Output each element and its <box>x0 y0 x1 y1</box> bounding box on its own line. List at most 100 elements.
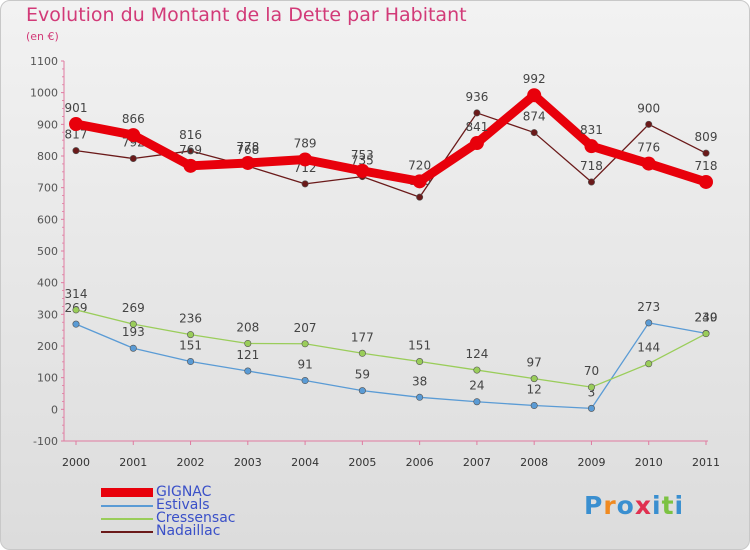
data-label-gignac: 778 <box>236 140 259 154</box>
legend-swatch <box>101 488 153 497</box>
data-point-nadaillac <box>702 149 710 157</box>
data-label-nadaillac: 936 <box>465 90 488 104</box>
data-label-cressensac: 151 <box>408 339 431 353</box>
data-label-estivals: 121 <box>236 348 259 362</box>
legend-label: Estivals <box>156 497 210 513</box>
data-label-nadaillac: 735 <box>351 154 374 168</box>
data-label-estivals: 193 <box>122 325 145 339</box>
data-label-nadaillac: 816 <box>179 128 202 142</box>
logo-letter: i <box>674 491 685 520</box>
data-label-gignac: 901 <box>65 101 88 115</box>
y-tick-label: 900 <box>37 118 58 131</box>
legend-swatch <box>101 530 153 533</box>
data-label-gignac: 776 <box>637 141 660 155</box>
data-point-estivals <box>358 387 366 395</box>
y-tick-label: 800 <box>37 150 58 163</box>
legend-label: GIGNAC <box>156 484 212 500</box>
data-point-gignac <box>126 128 141 143</box>
logo-letter: t <box>661 491 675 520</box>
data-point-gignac <box>584 139 599 154</box>
data-point-cressensac <box>187 331 195 339</box>
data-point-nadaillac <box>187 147 195 155</box>
x-tick-label: 2009 <box>577 456 605 469</box>
data-point-estivals <box>587 404 595 412</box>
data-point-cressensac <box>129 320 137 328</box>
x-tick-label: 2005 <box>348 456 376 469</box>
chart-title: Evolution du Montant de la Dette par Hab… <box>26 4 467 26</box>
data-point-gignac <box>469 136 484 151</box>
data-label-nadaillac: 874 <box>523 110 546 124</box>
legend-label: Nadaillac <box>156 523 221 539</box>
data-label-cressensac: 144 <box>637 341 660 355</box>
data-point-nadaillac <box>530 129 538 137</box>
data-label-cressensac: 269 <box>122 301 145 315</box>
data-point-cressensac <box>587 383 595 391</box>
legend-swatch <box>101 504 153 507</box>
data-point-estivals <box>72 320 80 328</box>
data-label-nadaillac: 718 <box>580 159 603 173</box>
data-point-gignac <box>298 152 313 167</box>
data-point-cressensac <box>645 360 653 368</box>
y-tick-label: 1000 <box>30 87 58 100</box>
data-label-estivals: 273 <box>637 300 660 314</box>
series-line-nadaillac <box>75 112 707 198</box>
y-tick-label: 600 <box>37 213 58 226</box>
data-point-cressensac <box>358 349 366 357</box>
data-point-estivals <box>187 358 195 366</box>
data-point-nadaillac <box>473 109 481 117</box>
data-point-estivals <box>244 367 252 375</box>
data-label-gignac: 789 <box>294 136 317 150</box>
x-tick-label: 2011 <box>692 456 720 469</box>
logo-letter: P <box>584 491 604 520</box>
y-tick-label: 0 <box>51 403 58 416</box>
data-point-estivals <box>645 319 653 327</box>
data-point-estivals <box>129 344 137 352</box>
data-label-gignac: 831 <box>580 123 603 137</box>
legend-swatch <box>101 517 153 520</box>
data-label-gignac: 769 <box>179 143 202 157</box>
x-tick-label: 2010 <box>635 456 663 469</box>
data-point-gignac <box>183 158 198 173</box>
data-label-nadaillac: 817 <box>65 128 88 142</box>
series-line-estivals <box>75 322 707 410</box>
data-point-cressensac <box>301 340 309 348</box>
data-label-estivals: 38 <box>412 374 427 388</box>
y-tick-label: -100 <box>33 435 58 448</box>
data-label-cressensac: 239 <box>695 311 718 325</box>
y-tick-label: 500 <box>37 245 58 258</box>
chart-legend: GIGNAC Estivals Cressensac Nadaillac <box>101 484 236 539</box>
data-point-estivals <box>301 377 309 385</box>
legend-item-nadaillac: Nadaillac <box>101 523 235 539</box>
data-label-cressensac: 70 <box>584 364 599 378</box>
data-label-cressensac: 124 <box>465 347 488 361</box>
x-tick-label: 2008 <box>520 456 548 469</box>
data-label-gignac: 866 <box>122 112 145 126</box>
logo-letter: x <box>634 491 652 520</box>
data-point-estivals <box>416 393 424 401</box>
x-tick-label: 2006 <box>406 456 434 469</box>
series-line-gignac <box>71 90 711 187</box>
y-tick-label: 300 <box>37 308 58 321</box>
data-point-gignac <box>240 155 255 170</box>
data-label-estivals: 151 <box>179 339 202 353</box>
data-label-gignac: 718 <box>695 159 718 173</box>
data-label-estivals: 24 <box>469 379 484 393</box>
data-label-estivals: 3 <box>588 385 596 399</box>
data-point-nadaillac <box>416 193 424 201</box>
data-point-cressensac <box>72 306 80 314</box>
y-tick-label: 1100 <box>30 55 58 68</box>
data-point-cressensac <box>530 375 538 383</box>
data-point-gignac <box>355 163 370 178</box>
data-label-gignac: 841 <box>465 120 488 134</box>
x-tick-label: 2003 <box>234 456 262 469</box>
legend-label: Cressensac <box>156 510 236 526</box>
series-line-cressensac <box>75 309 707 388</box>
data-point-nadaillac <box>645 120 653 128</box>
y-tick-label: 200 <box>37 340 58 353</box>
data-label-cressensac: 208 <box>236 320 259 334</box>
logo-letter: r <box>603 491 617 520</box>
x-tick-label: 2004 <box>291 456 319 469</box>
data-label-cressensac: 314 <box>65 287 88 301</box>
chart-subtitle: (en €) <box>26 30 59 43</box>
